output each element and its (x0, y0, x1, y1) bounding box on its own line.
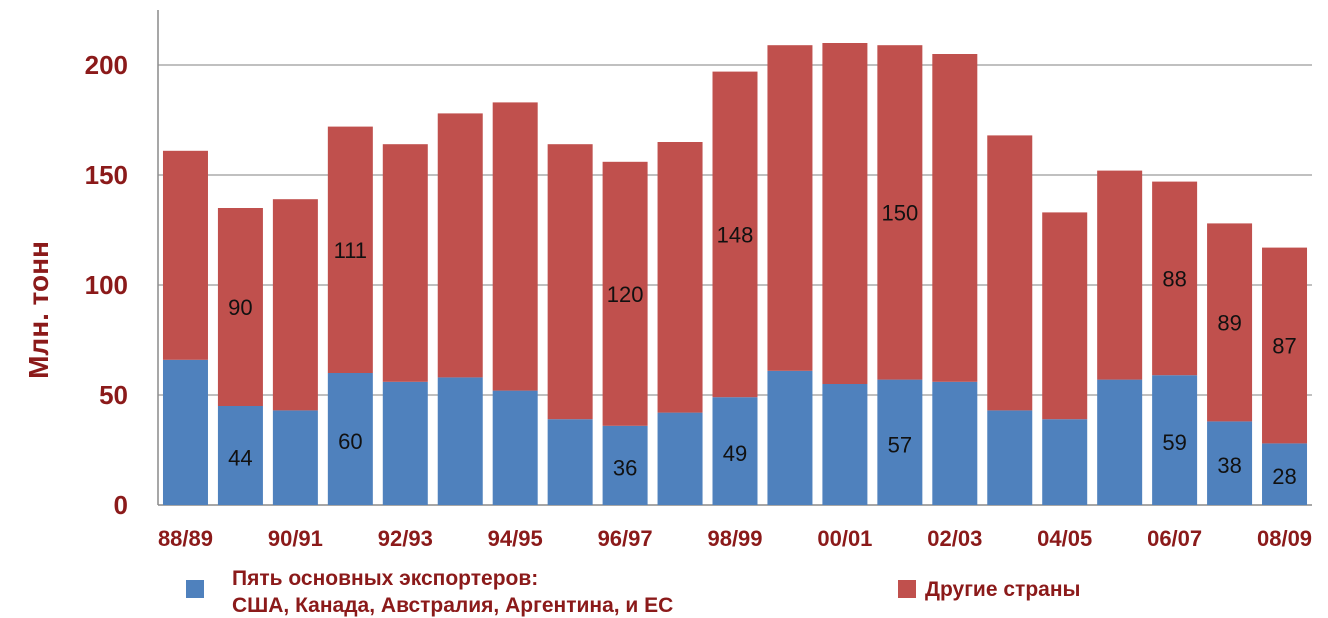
x-tick-label: 02/03 (927, 526, 982, 551)
legend-swatch-other (898, 580, 916, 598)
bar-other-94/95 (492, 102, 538, 391)
data-label-other: 89 (1217, 310, 1241, 335)
bar-top5-93/94 (437, 377, 483, 505)
y-tick-label: 100 (85, 270, 128, 300)
bar-other-98/99 (712, 71, 758, 398)
bar-top5-94/95 (492, 390, 538, 505)
data-label-other: 87 (1272, 334, 1296, 359)
data-label-top5: 44 (228, 446, 252, 471)
x-tick-label: 00/01 (817, 526, 872, 551)
legend: Пять основных экспортеров: США, Канада, … (186, 567, 1080, 617)
bar-other-97/98 (657, 142, 703, 413)
data-label-top5: 60 (338, 429, 362, 454)
bar-other-93/94 (437, 113, 483, 378)
data-label-top5: 28 (1272, 464, 1296, 489)
legend-swatch-top5 (186, 580, 204, 598)
bar-top5-97/98 (657, 412, 703, 505)
legend-label-top5-line1: Пять основных экспортеров: (232, 567, 538, 590)
x-tick-label: 98/99 (707, 526, 762, 551)
x-tick-label: 06/07 (1147, 526, 1202, 551)
bar-top5-95/96 (547, 419, 593, 505)
bar-other-04/05 (1042, 212, 1088, 420)
bar-other-88/89 (162, 150, 208, 360)
data-label-top5: 38 (1217, 453, 1241, 478)
data-label-top5: 57 (888, 432, 912, 457)
bar-top5-88/89 (162, 359, 208, 505)
bar-top5-00/01 (822, 384, 868, 505)
data-label-other: 111 (334, 238, 367, 263)
bar-top5-07/08 (1207, 421, 1253, 505)
bar-other-96/97 (602, 161, 648, 426)
y-tick-label: 50 (99, 380, 128, 410)
bar-other-07/08 (1207, 223, 1253, 422)
data-labels: 44 90 60 111 36 120 49 148 57 150 59 88 38 89 28 87 (228, 200, 1297, 489)
data-label-other: 148 (717, 222, 754, 247)
bar-top5-92/93 (382, 381, 428, 505)
data-label-other: 90 (228, 295, 252, 320)
bar-top5-90/91 (272, 410, 318, 505)
data-label-top5: 49 (723, 441, 747, 466)
y-tick-label: 0 (114, 490, 128, 520)
bar-other-00/01 (822, 43, 868, 384)
bar-top5-04/05 (1042, 419, 1088, 505)
bar-other-06/07 (1152, 181, 1198, 376)
x-tick-label: 92/93 (378, 526, 433, 551)
bar-top5-98/99 (712, 397, 758, 505)
legend-label-other: Другие страны (925, 578, 1080, 601)
x-tick-label: 88/89 (158, 526, 213, 551)
bar-other-99/00 (767, 45, 813, 371)
bars (162, 43, 1308, 505)
x-ticks: 88/89 90/91 92/93 94/95 96/97 98/99 00/01 02/03… (158, 526, 1312, 551)
y-ticks: 0 50 100 150 200 (85, 50, 128, 520)
bar-top5-99/00 (767, 370, 813, 505)
x-tick-label: 94/95 (488, 526, 543, 551)
y-tick-label: 150 (85, 160, 128, 190)
bar-top5-89/90 (217, 406, 263, 505)
bar-other-02/03 (932, 54, 978, 382)
x-tick-label: 04/05 (1037, 526, 1092, 551)
data-label-other: 88 (1162, 266, 1186, 291)
legend-label-top5-line2: США, Канада, Австралия, Аргентина, и ЕС (232, 594, 673, 617)
bar-other-08/09 (1262, 247, 1308, 444)
bar-top5-06/07 (1152, 375, 1198, 505)
x-tick-label: 90/91 (268, 526, 323, 551)
bar-other-89/90 (217, 208, 263, 406)
bar-other-95/96 (547, 144, 593, 420)
bar-other-90/91 (272, 199, 318, 411)
data-label-other: 150 (881, 200, 918, 225)
bar-top5-96/97 (602, 425, 648, 505)
data-label-top5: 36 (613, 455, 637, 480)
bar-top5-02/03 (932, 381, 978, 505)
bar-top5-08/09 (1262, 443, 1308, 505)
bar-top5-03/04 (987, 410, 1033, 505)
bar-top5-05/06 (1097, 379, 1143, 505)
data-label-top5: 59 (1162, 430, 1186, 455)
bar-top5-91/92 (327, 373, 373, 505)
bar-other-01/02 (877, 45, 923, 380)
bar-other-03/04 (987, 135, 1033, 411)
bar-top5-01/02 (877, 379, 923, 505)
bar-other-91/92 (327, 126, 373, 373)
y-axis-label: Млн. тонн (23, 241, 54, 379)
y-tick-label: 200 (85, 50, 128, 80)
x-tick-label: 08/09 (1257, 526, 1312, 551)
x-tick-label: 96/97 (598, 526, 653, 551)
bar-other-92/93 (382, 144, 428, 382)
data-label-other: 120 (607, 282, 644, 307)
bar-other-05/06 (1097, 170, 1143, 380)
